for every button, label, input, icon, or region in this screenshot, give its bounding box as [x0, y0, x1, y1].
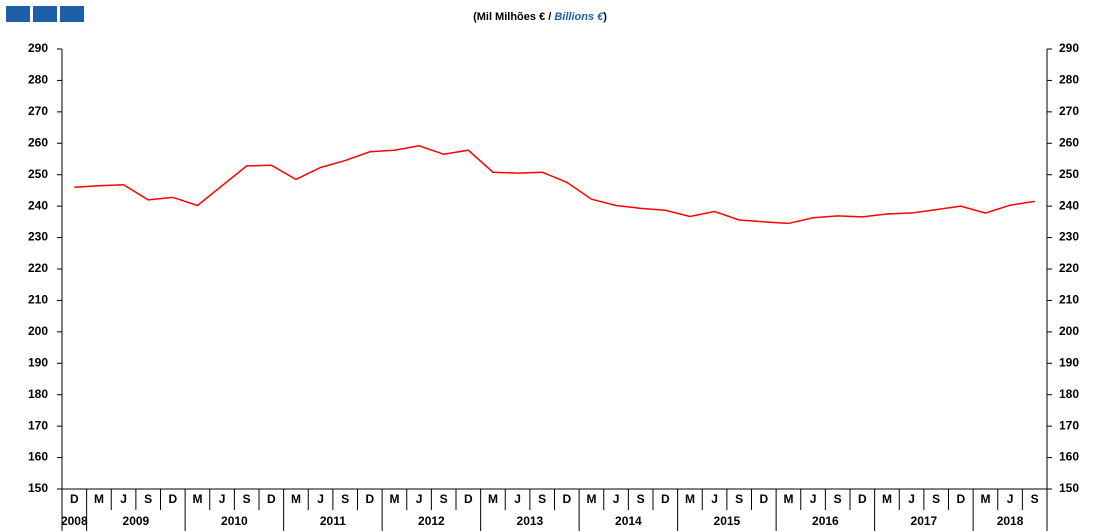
- y-tick-label-right: 250: [1059, 167, 1079, 181]
- y-tick-label: 250: [28, 167, 48, 181]
- y-tick-label: 230: [28, 230, 48, 244]
- series-line: [74, 145, 1035, 225]
- y-tick-label-right: 160: [1059, 450, 1079, 464]
- x-tick-label: M: [783, 492, 793, 506]
- y-tick-label: 240: [28, 198, 48, 212]
- x-tick-label: M: [488, 492, 498, 506]
- y-tick-label-right: 170: [1059, 418, 1079, 432]
- x-tick-label: D: [464, 492, 473, 506]
- x-tick-label: D: [956, 492, 965, 506]
- x-tick-label: S: [440, 492, 448, 506]
- chart-title: (Mil Milhões € / Billions €): [473, 11, 607, 23]
- x-tick-label: M: [192, 492, 202, 506]
- x-tick-label: M: [685, 492, 695, 506]
- year-label: 2018: [997, 514, 1024, 528]
- x-tick-label: D: [562, 492, 571, 506]
- y-tick-label-right: 180: [1059, 387, 1079, 401]
- x-tick-label: M: [586, 492, 596, 506]
- y-tick-label: 170: [28, 418, 48, 432]
- y-tick-label-right: 200: [1059, 324, 1079, 338]
- x-tick-label: J: [514, 492, 521, 506]
- x-tick-label: D: [365, 492, 374, 506]
- x-tick-label: S: [932, 492, 940, 506]
- x-tick-label: J: [711, 492, 718, 506]
- y-tick-label: 220: [28, 261, 48, 275]
- x-tick-label: M: [291, 492, 301, 506]
- year-label: 2012: [418, 514, 445, 528]
- x-tick-label: S: [538, 492, 546, 506]
- x-tick-label: M: [980, 492, 990, 506]
- y-tick-label-right: 220: [1059, 261, 1079, 275]
- x-tick-label: S: [735, 492, 743, 506]
- y-tick-label-right: 190: [1059, 355, 1079, 369]
- year-label: 2014: [615, 514, 642, 528]
- year-label: 2008: [61, 514, 88, 528]
- y-tick-label-right: 290: [1059, 41, 1079, 55]
- x-tick-label: J: [810, 492, 817, 506]
- y-tick-label-right: 210: [1059, 293, 1079, 307]
- y-tick-label: 190: [28, 355, 48, 369]
- x-tick-label: J: [908, 492, 915, 506]
- x-tick-label: D: [858, 492, 867, 506]
- y-tick-label: 260: [28, 135, 48, 149]
- x-tick-label: D: [70, 492, 79, 506]
- x-tick-label: J: [120, 492, 127, 506]
- x-tick-label: J: [613, 492, 620, 506]
- x-tick-label: S: [144, 492, 152, 506]
- y-tick-label: 180: [28, 387, 48, 401]
- year-label: 2013: [517, 514, 544, 528]
- y-tick-label: 160: [28, 450, 48, 464]
- x-tick-label: S: [834, 492, 842, 506]
- y-tick-label: 150: [28, 481, 48, 495]
- x-tick-label: J: [416, 492, 423, 506]
- y-tick-label: 270: [28, 104, 48, 118]
- x-tick-label: D: [759, 492, 768, 506]
- x-tick-label: J: [317, 492, 324, 506]
- x-tick-label: D: [267, 492, 276, 506]
- y-tick-label-right: 260: [1059, 135, 1079, 149]
- x-tick-label: J: [1007, 492, 1014, 506]
- y-tick-label: 200: [28, 324, 48, 338]
- x-tick-label: S: [243, 492, 251, 506]
- x-tick-label: S: [1031, 492, 1039, 506]
- y-tick-label: 290: [28, 41, 48, 55]
- year-label: 2010: [221, 514, 248, 528]
- y-tick-label-right: 270: [1059, 104, 1079, 118]
- year-label: 2015: [714, 514, 741, 528]
- x-tick-label: J: [219, 492, 226, 506]
- x-tick-label: M: [94, 492, 104, 506]
- x-tick-label: S: [341, 492, 349, 506]
- x-tick-label: M: [882, 492, 892, 506]
- y-tick-label-right: 280: [1059, 73, 1079, 87]
- y-tick-label: 280: [28, 73, 48, 87]
- y-tick-label: 210: [28, 293, 48, 307]
- y-tick-label-right: 240: [1059, 198, 1079, 212]
- x-tick-label: D: [168, 492, 177, 506]
- x-tick-label: D: [661, 492, 670, 506]
- x-tick-label: S: [637, 492, 645, 506]
- year-label: 2017: [911, 514, 938, 528]
- year-label: 2009: [123, 514, 150, 528]
- x-tick-label: M: [389, 492, 399, 506]
- year-label: 2016: [812, 514, 839, 528]
- year-label: 2011: [320, 514, 346, 528]
- y-tick-label-right: 230: [1059, 230, 1079, 244]
- logo: [6, 6, 84, 22]
- y-tick-label-right: 150: [1059, 481, 1079, 495]
